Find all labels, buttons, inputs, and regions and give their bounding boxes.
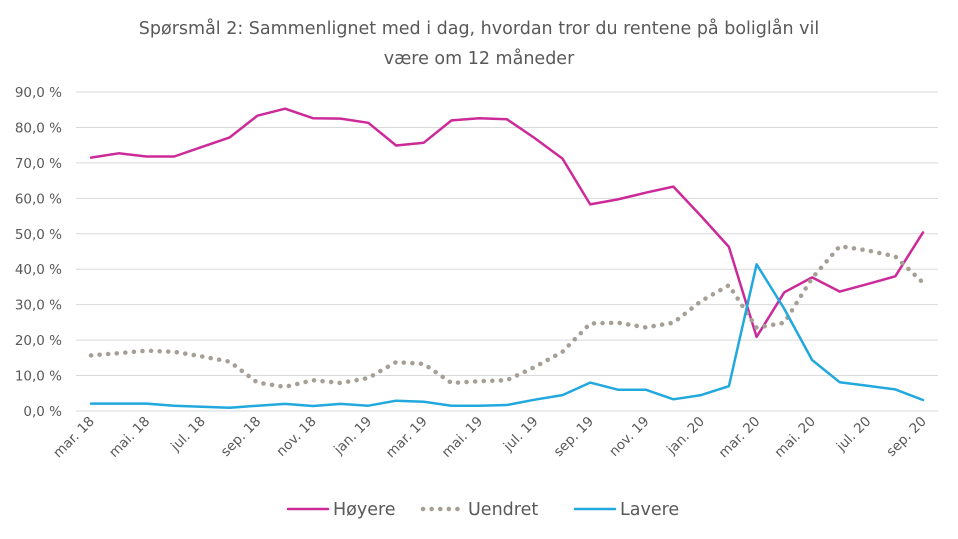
x-tick-label: jul. 18 [167, 414, 209, 456]
y-tick-label: 80,0 % [15, 120, 62, 136]
x-axis-ticks: mar. 18 mai. 18 jul. 18 sep. 18 nov. 18 jan. … [50, 414, 930, 462]
y-tick-label: 10,0 % [15, 369, 62, 385]
y-tick-label: 20,0 % [15, 333, 62, 349]
series-line-høyere [89, 107, 925, 339]
x-tick-label: mar. 20 [716, 414, 764, 462]
x-tick-label: jul. 20 [833, 414, 875, 456]
x-tick-label: nov. 19 [606, 414, 652, 460]
y-tick-label: 40,0 % [15, 262, 62, 278]
series-line-lavere [89, 263, 925, 410]
series-lines [88, 107, 926, 410]
y-axis-ticks: 0,0 % 10,0 % 20,0 % 30,0 % 40,0 % 50,0 % 60,0 … [15, 85, 62, 420]
y-tick-label: 0,0 % [23, 404, 62, 420]
x-tick-label: mar. 18 [50, 414, 98, 462]
x-tick-label: mar. 19 [383, 414, 431, 462]
gridlines [76, 91, 938, 412]
y-tick-label: 50,0 % [15, 227, 62, 243]
series-line-uendret [88, 243, 926, 390]
y-tick-label: 60,0 % [15, 191, 62, 207]
x-tick-label: sep. 20 [883, 414, 929, 460]
legend-label-uendret: Uendret [468, 500, 538, 520]
x-tick-label: jan. 20 [663, 414, 708, 459]
x-tick-label: jan. 19 [330, 414, 375, 459]
chart-title: Spørsmål 2: Sammenlignet med i dag, hvor… [139, 18, 819, 69]
legend-label-lavere: Lavere [620, 500, 679, 520]
x-tick-label: mai. 19 [439, 414, 486, 461]
y-tick-label: 70,0 % [15, 156, 62, 172]
x-tick-label: nov. 18 [273, 414, 319, 460]
chart-title-line-2: være om 12 måneder [384, 48, 575, 69]
legend-label-høyere: Høyere [333, 500, 396, 520]
chart-title-line-1: Spørsmål 2: Sammenlignet med i dag, hvor… [139, 18, 819, 39]
x-tick-label: jul. 19 [500, 414, 542, 456]
x-tick-label: mai. 18 [106, 414, 153, 461]
x-tick-label: sep. 19 [551, 414, 597, 460]
legend: Høyere Uendret Lavere [286, 500, 679, 520]
y-tick-label: 30,0 % [15, 298, 62, 314]
x-tick-label: mai. 20 [772, 414, 819, 461]
x-tick-label: sep. 18 [218, 414, 264, 460]
y-tick-label: 90,0 % [15, 85, 62, 101]
